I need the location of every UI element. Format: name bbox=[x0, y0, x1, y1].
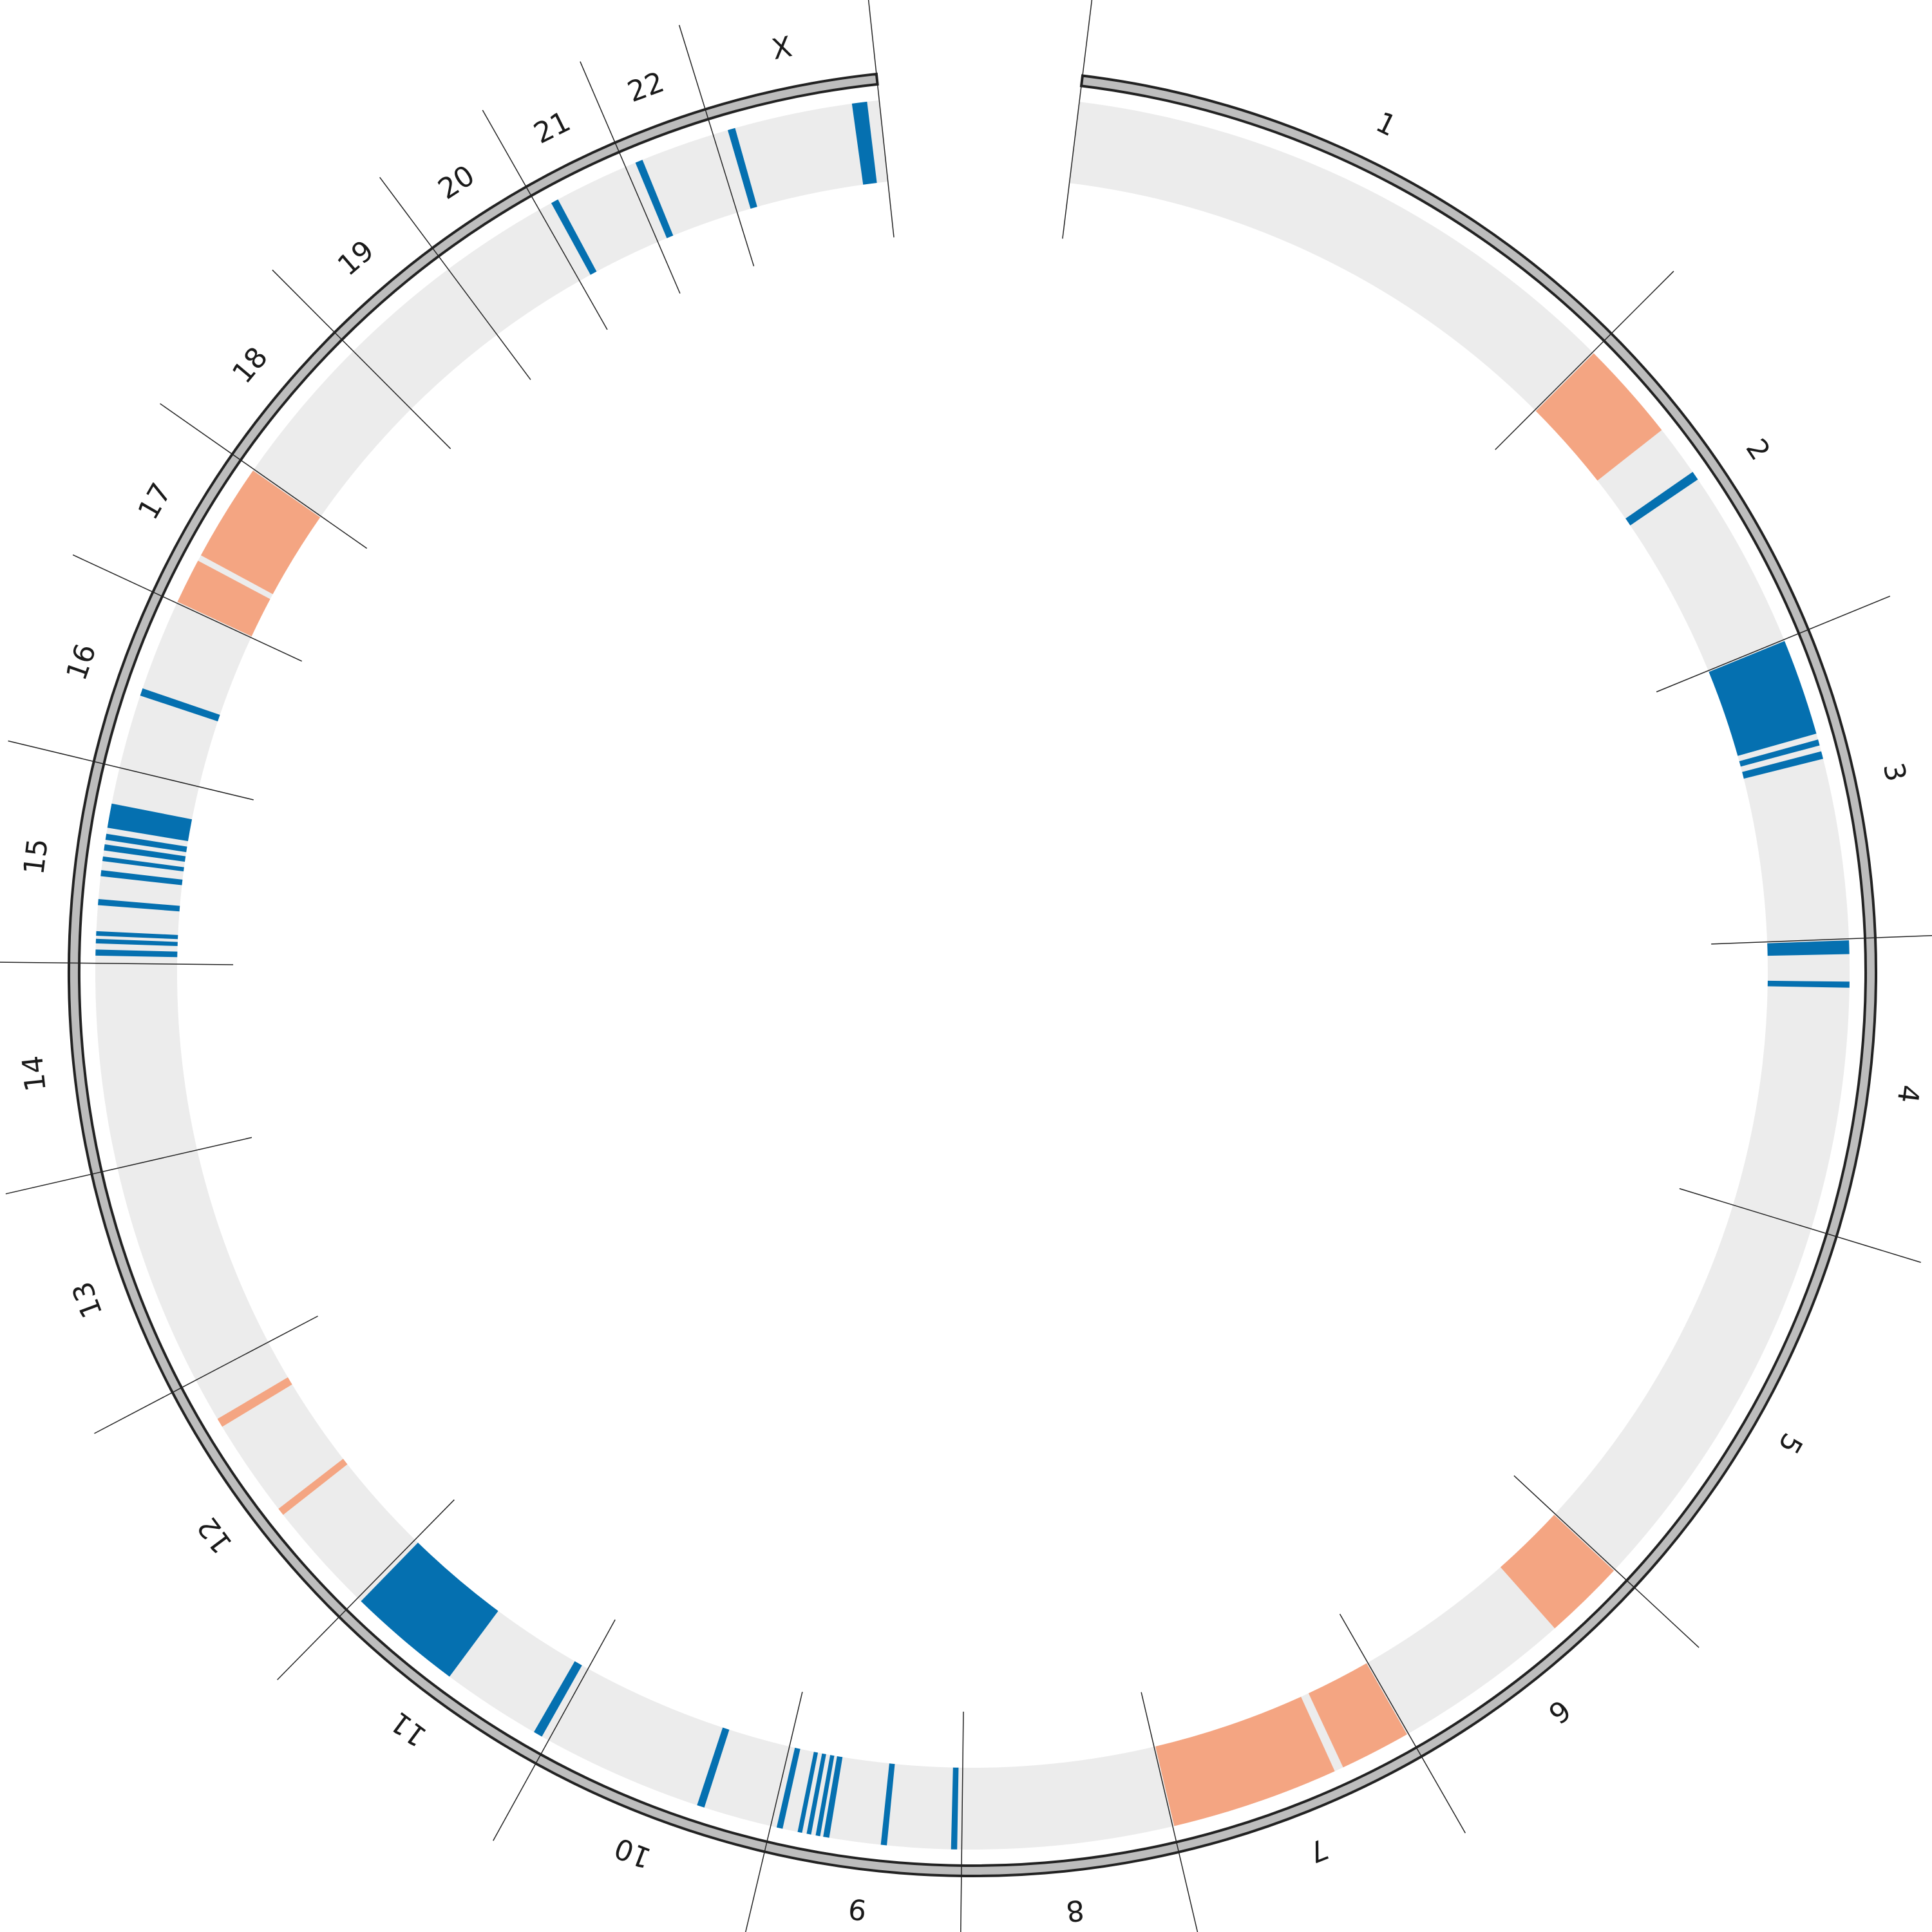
segment-loss-chr15-30 bbox=[107, 803, 193, 842]
chromosome-boundary-tick-21 bbox=[580, 61, 681, 294]
segment-loss-chr4-6 bbox=[1767, 980, 1850, 988]
segment-loss-chr2-1 bbox=[1625, 471, 1698, 526]
segment-loss-chr11-19 bbox=[361, 1542, 498, 1677]
chromosome-label-14: 14 bbox=[16, 1054, 53, 1093]
segment-loss-chr9-16 bbox=[776, 1747, 800, 1829]
segment-loss-chr9-10 bbox=[951, 1767, 959, 1850]
chromosome-boundary-tick-6 bbox=[1339, 1613, 1466, 1833]
chromosome-boundary-tick-9 bbox=[745, 1692, 803, 1932]
segment-loss-chrX-37 bbox=[851, 101, 877, 185]
segment-loss-chr15-26 bbox=[100, 870, 183, 886]
chromosome-boundary-tick-18 bbox=[272, 269, 451, 450]
chromosome-boundary-tick-12 bbox=[94, 1315, 318, 1434]
segment-gain-chr17-32 bbox=[177, 560, 270, 637]
segment-loss-chr9-12 bbox=[823, 1756, 843, 1838]
segment-loss-chr15-24 bbox=[96, 931, 178, 940]
segment-loss-chr3-4 bbox=[1742, 751, 1823, 779]
segment-loss-chr9-13 bbox=[815, 1755, 835, 1837]
segment-loss-chr9-14 bbox=[806, 1753, 826, 1835]
chromosome-boundary-tick-8 bbox=[960, 1711, 964, 1932]
segment-loss-chr4-5 bbox=[1767, 940, 1850, 956]
segment-loss-chr15-27 bbox=[102, 856, 184, 872]
chromosome-boundary-tick-2 bbox=[1656, 595, 1891, 693]
segment-loss-chrX-36 bbox=[728, 128, 757, 209]
chromosome-boundary-tick-3 bbox=[1711, 935, 1932, 945]
chromosome-label-4: 4 bbox=[1891, 1083, 1926, 1105]
chromosome-boundary-tick-11 bbox=[277, 1499, 455, 1680]
segment-loss-chr16-31 bbox=[140, 688, 220, 722]
chromosome-boundary-tick-20 bbox=[482, 109, 608, 330]
segment-gain-chr7-9 bbox=[1155, 1696, 1335, 1826]
segment-loss-chr10-17 bbox=[697, 1727, 730, 1808]
segment-gain-chr12-20 bbox=[278, 1459, 348, 1515]
segment-loss-chr15-22 bbox=[95, 949, 178, 958]
segment-gain-chr12-21 bbox=[217, 1377, 292, 1427]
segment-loss-chr9-11 bbox=[880, 1763, 895, 1846]
segment-loss-chr11-18 bbox=[534, 1661, 582, 1737]
segment-loss-chr15-23 bbox=[95, 938, 178, 947]
segment-gain-chr17-33 bbox=[200, 470, 321, 594]
chromosome-label-8: 8 bbox=[1065, 1893, 1086, 1927]
chromosome-boundary-tick-23 bbox=[867, 0, 895, 238]
segment-loss-chr22-35 bbox=[635, 160, 674, 238]
chromosome-boundary-tick-0 bbox=[1062, 0, 1093, 239]
segment-layer bbox=[95, 101, 1850, 1850]
segment-loss-chr9-15 bbox=[797, 1752, 819, 1833]
chromosome-label-9: 9 bbox=[846, 1891, 868, 1926]
chromosome-boundary-tick-15 bbox=[8, 740, 254, 800]
chromosome-boundary-tick-22 bbox=[678, 24, 755, 267]
segment-loss-chr15-28 bbox=[104, 844, 186, 862]
segment-loss-chr15-25 bbox=[98, 899, 180, 912]
chromosome-boundary-tick-7 bbox=[1141, 1692, 1198, 1932]
segment-gain-chr5-7 bbox=[1500, 1515, 1615, 1629]
segment-loss-chr21-34 bbox=[551, 199, 597, 275]
chromosome-boundary-tick-19 bbox=[379, 176, 531, 381]
chromosome-boundary-tick-13 bbox=[5, 1137, 252, 1195]
segment-loss-chr3-3 bbox=[1739, 739, 1820, 767]
segment-loss-chr15-29 bbox=[105, 833, 187, 853]
segment-gain-chr7-8 bbox=[1308, 1663, 1407, 1768]
chromosome-boundary-tick-5 bbox=[1513, 1475, 1700, 1648]
chromosome-boundary-tick-4 bbox=[1679, 1188, 1921, 1263]
chromosome-boundary-tick-14 bbox=[0, 961, 234, 965]
chromosome-boundary-tick-10 bbox=[493, 1619, 616, 1841]
segment-gain-chr2-0 bbox=[1535, 353, 1662, 481]
segment-loss-chr3-2 bbox=[1709, 641, 1817, 756]
chromosome-boundary-tick-1 bbox=[1495, 270, 1674, 450]
chromosome-label-15: 15 bbox=[17, 837, 54, 876]
chromosome-boundary-tick-16 bbox=[72, 554, 303, 662]
chromosome-boundary-tick-17 bbox=[160, 403, 368, 549]
